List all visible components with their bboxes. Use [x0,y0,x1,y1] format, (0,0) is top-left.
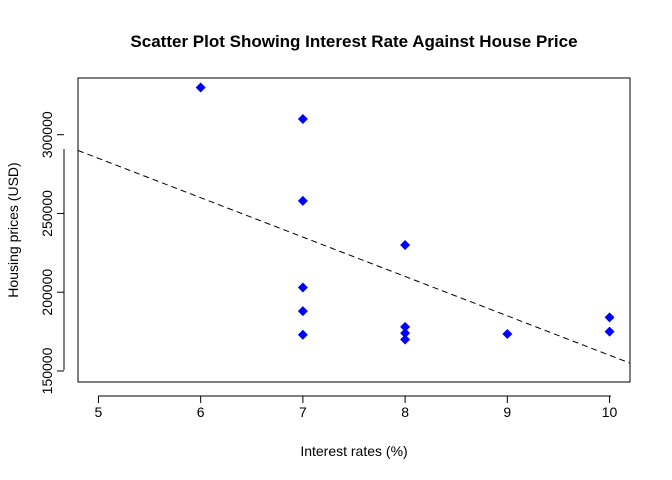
data-point [297,329,308,340]
data-point [502,328,513,339]
data-point [400,239,411,250]
x-tick-label: 7 [299,404,307,420]
data-point [400,321,411,332]
y-axis: 150000 200000 250000 300000 [39,111,65,394]
y-tick-label: 150000 [39,347,55,394]
x-tick-label: 9 [503,404,511,420]
y-axis-label: Housing prices (USD) [5,162,21,297]
plot-area [78,149,630,364]
data-point [195,82,206,93]
data-point [297,113,308,124]
data-point [400,334,411,345]
x-tick-label: 10 [602,404,618,420]
data-point [297,282,308,293]
y-tick-label: 250000 [39,190,55,237]
data-point [297,195,308,206]
data-point [297,306,308,317]
data-points [195,82,615,345]
y-tick-label: 300000 [39,111,55,158]
plot-frame [77,77,631,383]
x-axis-label: Interest rates (%) [300,443,407,459]
data-point [604,312,615,323]
y-tick-label: 200000 [39,269,55,316]
x-tick-label: 5 [95,404,103,420]
chart-title: Scatter Plot Showing Interest Rate Again… [130,32,577,51]
x-axis: 5 6 7 8 9 10 [95,395,618,420]
trend-line [78,149,630,364]
data-point [604,326,615,337]
x-tick-label: 6 [197,404,205,420]
data-point [400,328,411,339]
x-tick-label: 8 [401,404,409,420]
